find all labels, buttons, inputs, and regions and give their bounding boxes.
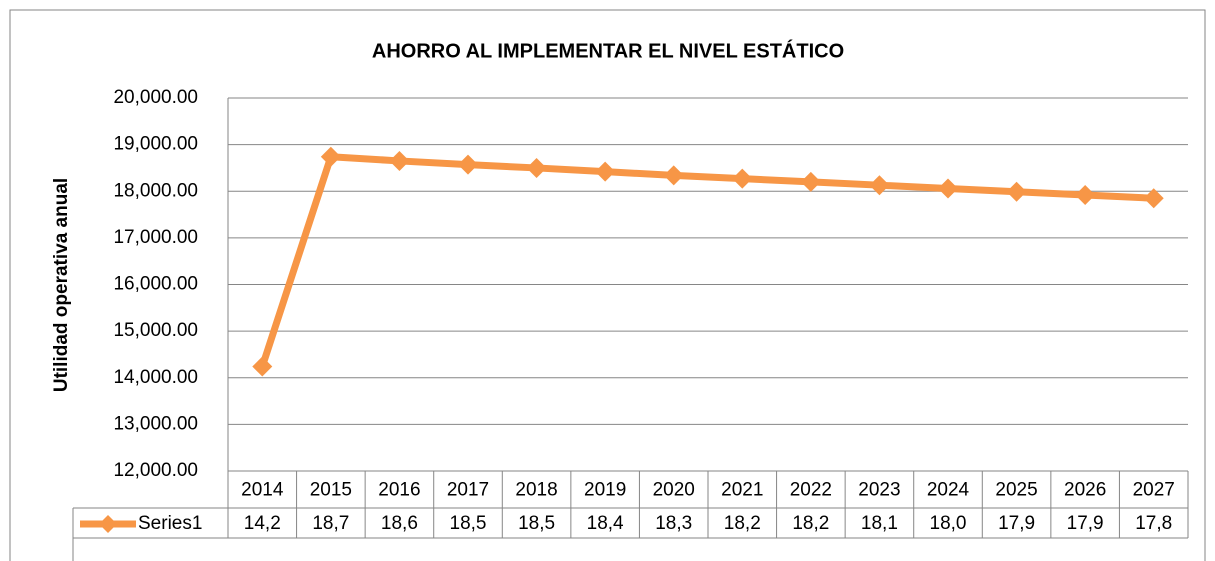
y-tick-label: 20,000.00 — [113, 87, 198, 108]
y-tick-label: 13,000.00 — [113, 413, 198, 434]
x-tick-label: 2024 — [927, 480, 970, 501]
x-tick-label: 2020 — [653, 480, 695, 501]
y-tick-label: 14,000.00 — [113, 367, 198, 388]
data-label: 14,2 — [244, 513, 281, 534]
data-label: 17,9 — [998, 513, 1035, 534]
chart-border — [9, 9, 1206, 561]
x-tick-label: 2023 — [858, 480, 900, 501]
marker — [732, 168, 753, 189]
data-label: 18,2 — [724, 513, 761, 534]
marker — [1006, 181, 1027, 202]
marker — [389, 150, 410, 171]
y-tick-label: 15,000.00 — [113, 320, 198, 341]
marker — [869, 175, 890, 196]
y-tick-label: 12,000.00 — [113, 460, 198, 481]
x-tick-label: 2025 — [995, 480, 1037, 501]
y-tick-label: 18,000.00 — [113, 180, 198, 201]
marker — [595, 161, 616, 182]
data-label: 18,5 — [518, 513, 555, 534]
data-label: 17,9 — [1067, 513, 1104, 534]
marker — [320, 146, 341, 167]
marker — [1075, 184, 1096, 205]
x-tick-label: 2027 — [1133, 480, 1175, 501]
data-label: 18,6 — [381, 513, 418, 534]
marker — [800, 171, 821, 192]
chart-title: AHORRO AL IMPLEMENTAR EL NIVEL ESTÁTICO — [372, 39, 844, 62]
marker — [458, 154, 478, 175]
marker — [252, 356, 273, 377]
y-axis-label: Utilidad operativa anual — [51, 178, 72, 392]
x-tick-label: 2014 — [241, 480, 284, 501]
data-label: 18,0 — [930, 513, 967, 534]
data-label: 18,2 — [792, 513, 829, 534]
marker — [663, 165, 684, 186]
legend-marker — [99, 515, 117, 533]
series-line — [258, 153, 1154, 368]
x-tick-label: 2022 — [790, 480, 832, 501]
x-tick-label: 2018 — [515, 480, 557, 501]
x-tick-label: 2021 — [721, 480, 763, 501]
legend-label: Series1 — [138, 513, 202, 534]
y-tick-label: 16,000.00 — [113, 274, 198, 295]
data-label: 18,7 — [312, 513, 349, 534]
data-label: 17,8 — [1135, 513, 1172, 534]
y-tick-label: 17,000.00 — [113, 227, 198, 248]
marker — [938, 178, 958, 199]
data-label: 18,3 — [655, 513, 692, 534]
x-tick-label: 2019 — [584, 480, 626, 501]
data-label: 18,4 — [587, 513, 624, 534]
data-label: 18,5 — [450, 513, 487, 534]
x-tick-label: 2016 — [378, 480, 420, 501]
x-tick-label: 2015 — [310, 480, 352, 501]
y-tick-label: 19,000.00 — [113, 134, 198, 155]
marker — [526, 157, 547, 178]
x-tick-label: 2017 — [447, 480, 489, 501]
marker — [1143, 188, 1164, 209]
data-label: 18,1 — [861, 513, 898, 534]
x-tick-label: 2026 — [1064, 480, 1106, 501]
